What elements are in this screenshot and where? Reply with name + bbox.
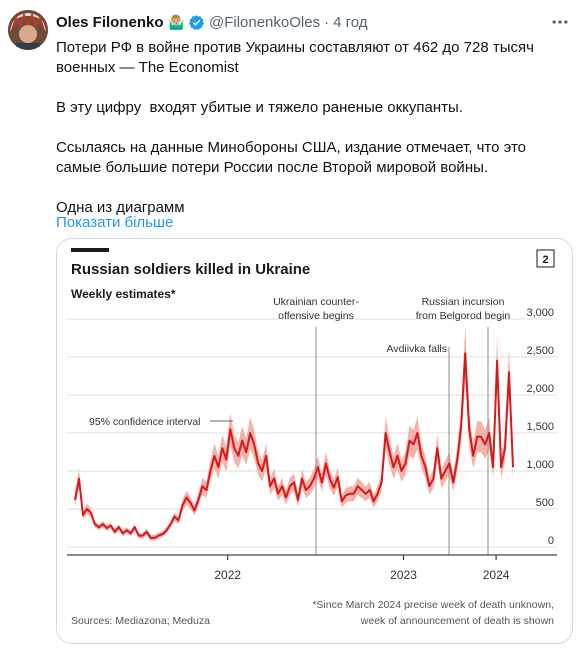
y-tick-label: 0	[548, 535, 554, 547]
shrug-emoji: 🤷🏼‍♂️	[167, 13, 185, 30]
author-handle[interactable]: @FilonenkoOles	[208, 13, 321, 31]
y-tick-label: 2,000	[526, 383, 554, 395]
separator-dot: ·	[324, 13, 330, 31]
y-tick-label: 3,000	[526, 307, 554, 319]
annotation-counter-offensive-2: offensive begins	[278, 310, 354, 322]
show-more-link[interactable]: Показати більше	[56, 214, 174, 231]
chart-footnote-2: week of announcement of death is shown	[360, 615, 554, 627]
y-tick-label: 500	[536, 497, 554, 509]
tweet-line-3: Ссылаясь на данные Минобороны США, издан…	[56, 139, 531, 176]
x-tick-label: 2023	[390, 568, 417, 582]
chart-source: Sources: Mediazona; Meduza	[71, 615, 210, 627]
tweet-text: Потери РФ в войне против Украины составл…	[56, 38, 566, 218]
tweet-timestamp[interactable]: 4 год	[333, 13, 368, 31]
series-line	[74, 352, 514, 539]
media-chart-image[interactable]: Russian soldiers killed in Ukraine Weekl…	[56, 238, 573, 644]
annotation-ci: 95% confidence interval	[89, 416, 201, 428]
economist-rule-bar	[71, 248, 109, 252]
chart-title: Russian soldiers killed in Ukraine	[71, 261, 310, 278]
avatar[interactable]	[8, 10, 48, 50]
annotation-belgorod-2: from Belgorod begin	[416, 310, 511, 322]
chart-footnote-1: *Since March 2024 precise week of death …	[312, 599, 554, 611]
annotation-avdiivka: Avdiivka falls	[387, 343, 448, 355]
x-tick-label: 2022	[214, 568, 241, 582]
x-tick-label: 2024	[483, 568, 510, 582]
tweet-line-4: Одна из диаграмм	[56, 199, 185, 216]
more-horizontal-icon[interactable]	[550, 12, 570, 37]
chart-subtitle: Weekly estimates*	[71, 287, 176, 301]
tweet-line-1: Потери РФ в войне против Украины составл…	[56, 39, 539, 76]
tweet-line-2: В эту цифру входят убитые и тяжело ранен…	[56, 99, 463, 116]
tweet-header: Oles Filonenko 🤷🏼‍♂️ @FilonenkoOles · 4 …	[56, 12, 368, 32]
annotation-counter-offensive-1: Ukrainian counter-	[273, 296, 359, 308]
y-tick-label: 1,500	[526, 421, 554, 433]
y-tick-label: 1,000	[526, 459, 554, 471]
annotation-belgorod-1: Russian incursion	[422, 296, 505, 308]
page-badge-box	[536, 249, 555, 268]
author-name[interactable]: Oles Filonenko	[56, 13, 164, 31]
y-tick-label: 2,500	[526, 345, 554, 357]
verified-badge-icon	[188, 14, 205, 31]
page-badge: 2	[542, 254, 548, 266]
